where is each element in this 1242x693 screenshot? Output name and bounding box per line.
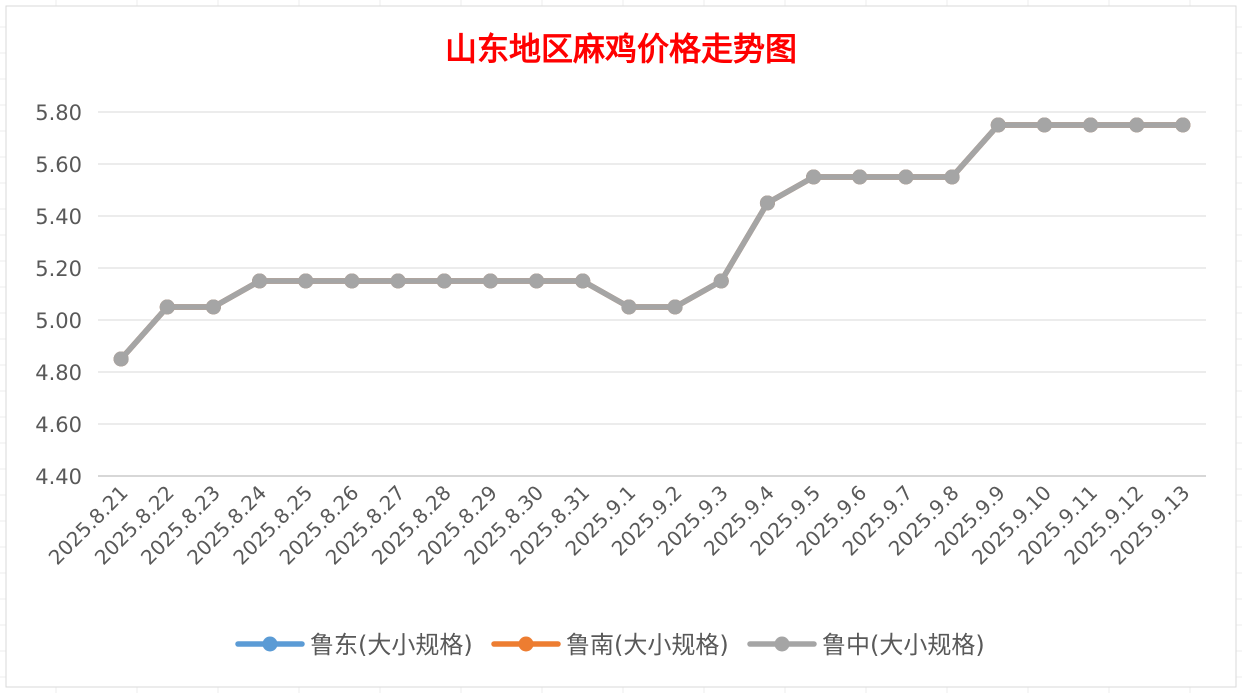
legend-label: 鲁东(大小规格) (310, 631, 473, 659)
series-lines (113, 117, 1191, 367)
data-point (990, 117, 1006, 133)
y-tick-label: 5.80 (35, 101, 82, 125)
data-point (621, 299, 637, 315)
data-point (944, 169, 960, 185)
y-tick-label: 5.40 (35, 205, 82, 229)
data-point (482, 273, 498, 289)
data-point (713, 273, 729, 289)
data-point (205, 299, 221, 315)
series-line (118, 122, 1186, 362)
data-point (1175, 117, 1191, 133)
y-axis-tick-labels: 4.40 4.60 4.80 5.00 5.20 5.40 5.60 5.80 (35, 101, 82, 489)
data-point (344, 273, 360, 289)
gridlines (98, 111, 1206, 425)
y-tick-label: 5.00 (35, 309, 82, 333)
data-point (667, 299, 683, 315)
legend-label: 鲁中(大小规格) (822, 631, 985, 659)
data-point (252, 273, 268, 289)
y-tick-label: 4.80 (35, 361, 82, 385)
legend-marker (262, 636, 278, 652)
y-tick-label: 5.60 (35, 153, 82, 177)
legend-label: 鲁南(大小规格) (566, 631, 729, 659)
data-point (852, 169, 868, 185)
legend-marker (774, 636, 790, 652)
legend-entry: 鲁中(大小规格) (747, 631, 985, 659)
data-point (159, 299, 175, 315)
data-point (1036, 117, 1052, 133)
y-tick-label: 5.20 (35, 257, 82, 281)
data-point (759, 195, 775, 211)
y-tick-label: 4.60 (35, 413, 82, 437)
chart-title: 山东地区麻鸡价格走势图 (445, 30, 797, 68)
data-point (1083, 117, 1099, 133)
data-point (806, 169, 822, 185)
data-point (1129, 117, 1145, 133)
data-point (298, 273, 314, 289)
series (113, 117, 1191, 367)
data-point (390, 273, 406, 289)
chart-area-border (5, 5, 1237, 688)
y-tick-label: 4.40 (35, 465, 82, 489)
legend-entry: 鲁东(大小规格) (235, 631, 473, 659)
data-point (575, 273, 591, 289)
data-point (113, 351, 129, 367)
data-point (436, 273, 452, 289)
data-point (529, 273, 545, 289)
legend-entry: 鲁南(大小规格) (491, 631, 729, 659)
data-point (898, 169, 914, 185)
legend-marker (518, 636, 534, 652)
legend: 鲁东(大小规格) 鲁南(大小规格) 鲁中(大小规格) (235, 631, 985, 659)
